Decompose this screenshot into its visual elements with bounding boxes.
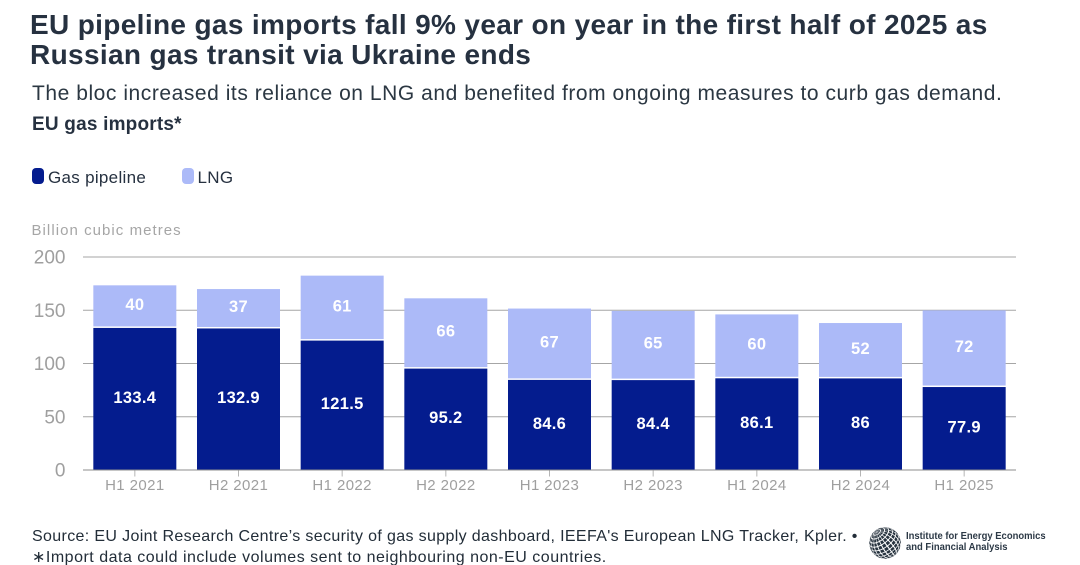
svg-text:67: 67 (540, 333, 559, 351)
svg-text:52: 52 (851, 340, 870, 358)
svg-text:H1 2021: H1 2021 (105, 477, 165, 494)
svg-text:H2 2021: H2 2021 (209, 477, 269, 494)
svg-text:40: 40 (125, 296, 144, 314)
svg-text:H2 2022: H2 2022 (416, 477, 476, 494)
svg-text:95.2: 95.2 (429, 409, 462, 427)
svg-text:200: 200 (34, 248, 66, 269)
svg-text:H2 2024: H2 2024 (831, 477, 891, 494)
svg-text:77.9: 77.9 (948, 418, 981, 436)
svg-text:H1 2023: H1 2023 (520, 477, 580, 494)
svg-text:72: 72 (955, 338, 974, 356)
svg-text:133.4: 133.4 (113, 389, 156, 407)
svg-text:50: 50 (44, 407, 65, 428)
svg-text:H1 2024: H1 2024 (727, 477, 787, 494)
svg-text:60: 60 (747, 336, 766, 354)
svg-text:86.1: 86.1 (740, 414, 773, 432)
svg-text:132.9: 132.9 (217, 389, 260, 407)
svg-text:66: 66 (436, 323, 455, 341)
svg-text:H2 2023: H2 2023 (623, 477, 683, 494)
svg-text:H1 2022: H1 2022 (312, 477, 372, 494)
svg-text:100: 100 (34, 354, 66, 375)
svg-text:84.4: 84.4 (637, 415, 671, 433)
svg-text:37: 37 (229, 298, 248, 316)
svg-text:121.5: 121.5 (321, 395, 364, 413)
svg-text:65: 65 (644, 335, 663, 353)
svg-text:150: 150 (34, 301, 66, 322)
svg-text:0: 0 (55, 461, 66, 482)
svg-text:86: 86 (851, 414, 870, 432)
svg-text:61: 61 (333, 297, 352, 315)
svg-text:84.6: 84.6 (533, 415, 566, 433)
svg-text:H1 2025: H1 2025 (934, 477, 994, 494)
